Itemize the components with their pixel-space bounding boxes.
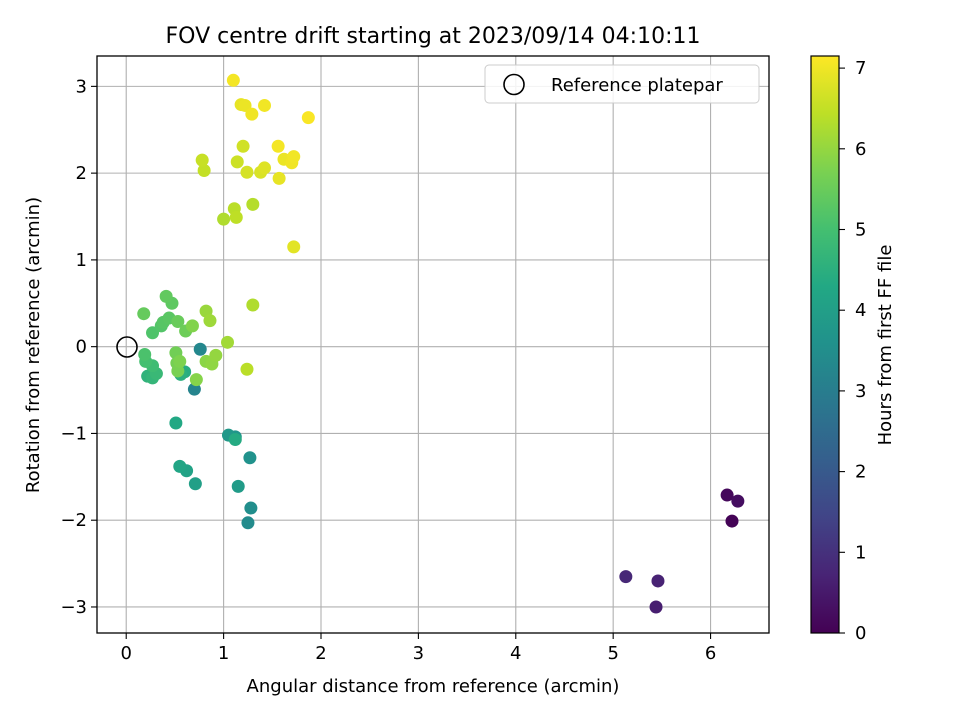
x-tick-label: 0 xyxy=(120,643,131,664)
plot-area: 0 1 2 3 4 5 6 −3 −2 −1 0 1 2 3 Reference platepar xyxy=(60,55,770,664)
x-tick-label: 6 xyxy=(705,643,716,664)
colorbar-tick-label: 6 xyxy=(855,139,866,160)
data-point xyxy=(173,354,187,368)
data-point xyxy=(137,307,151,321)
y-tick-label: −3 xyxy=(60,597,87,618)
data-point xyxy=(243,451,257,465)
chart-title: FOV centre drift starting at 2023/09/14 … xyxy=(166,24,701,49)
data-point xyxy=(226,73,240,87)
data-point xyxy=(720,488,734,502)
y-tick-label: −2 xyxy=(60,510,87,531)
y-tick-label: 2 xyxy=(76,163,87,184)
y-tick-label: 1 xyxy=(76,250,87,271)
reference-platepar-marker xyxy=(116,336,138,358)
x-tick-label: 5 xyxy=(607,643,618,664)
data-point xyxy=(258,161,272,175)
data-point xyxy=(244,501,258,515)
x-tick-label: 3 xyxy=(413,643,424,664)
colorbar: 0 1 2 3 4 5 6 7 Hours from first FF file xyxy=(810,55,896,644)
data-point xyxy=(146,326,160,340)
y-tick-label: 0 xyxy=(76,337,87,358)
data-points xyxy=(137,73,745,614)
y-tick-label: 3 xyxy=(76,76,87,97)
data-point xyxy=(258,98,272,112)
data-point xyxy=(731,494,745,508)
legend-box xyxy=(484,64,760,104)
legend: Reference platepar xyxy=(484,64,760,104)
data-point xyxy=(245,107,259,121)
data-point xyxy=(221,335,235,349)
data-point xyxy=(138,347,152,361)
data-point xyxy=(169,416,183,430)
x-tick-label: 1 xyxy=(218,643,229,664)
data-point xyxy=(301,111,315,125)
x-tick-label: 4 xyxy=(510,643,521,664)
data-point xyxy=(203,314,217,328)
colorbar-tick-label: 4 xyxy=(855,300,866,321)
data-point xyxy=(725,514,739,528)
data-point xyxy=(171,315,185,329)
data-point xyxy=(240,165,254,179)
data-point xyxy=(185,319,199,333)
data-point xyxy=(287,240,301,254)
data-point xyxy=(651,574,665,588)
data-point xyxy=(241,516,255,530)
data-point xyxy=(209,348,223,362)
data-point xyxy=(228,433,242,447)
data-point xyxy=(229,210,243,224)
colorbar-gradient xyxy=(810,55,840,634)
data-point xyxy=(230,155,244,169)
data-point xyxy=(619,570,633,584)
data-point xyxy=(246,197,260,211)
data-point xyxy=(236,139,250,153)
data-point xyxy=(272,171,286,185)
plot-frame xyxy=(96,55,770,634)
x-axis-label: Angular distance from reference (arcmin) xyxy=(247,676,620,697)
data-point xyxy=(193,342,207,356)
data-point xyxy=(649,600,663,614)
legend-marker-reference xyxy=(503,73,525,96)
y-axis-label: Rotation from reference (arcmin) xyxy=(23,197,44,493)
data-point xyxy=(189,373,203,387)
colorbar-tick-label: 0 xyxy=(855,623,866,644)
colorbar-tick-label: 3 xyxy=(855,381,866,402)
data-point xyxy=(240,362,254,376)
y-tick-label: −1 xyxy=(60,423,87,444)
colorbar-ticks: 0 1 2 3 4 5 6 7 xyxy=(839,58,866,644)
y-axis-ticks: −3 −2 −1 0 1 2 3 xyxy=(60,76,97,618)
colorbar-tick-label: 1 xyxy=(855,542,866,563)
x-tick-label: 2 xyxy=(315,643,326,664)
data-point xyxy=(271,139,285,153)
data-point xyxy=(197,164,211,178)
data-point xyxy=(217,212,231,226)
data-point xyxy=(188,477,202,491)
data-point xyxy=(246,298,260,312)
data-point xyxy=(231,479,245,493)
colorbar-label: Hours from first FF file xyxy=(875,245,896,446)
data-point xyxy=(195,153,209,167)
colorbar-tick-label: 2 xyxy=(855,462,866,483)
legend-label-reference: Reference platepar xyxy=(551,75,723,96)
data-point xyxy=(287,150,301,164)
data-point xyxy=(159,289,173,303)
data-point xyxy=(173,459,187,473)
colorbar-tick-label: 5 xyxy=(855,220,866,241)
colorbar-tick-label: 7 xyxy=(855,58,866,79)
x-axis-ticks: 0 1 2 3 4 5 6 xyxy=(120,633,716,664)
